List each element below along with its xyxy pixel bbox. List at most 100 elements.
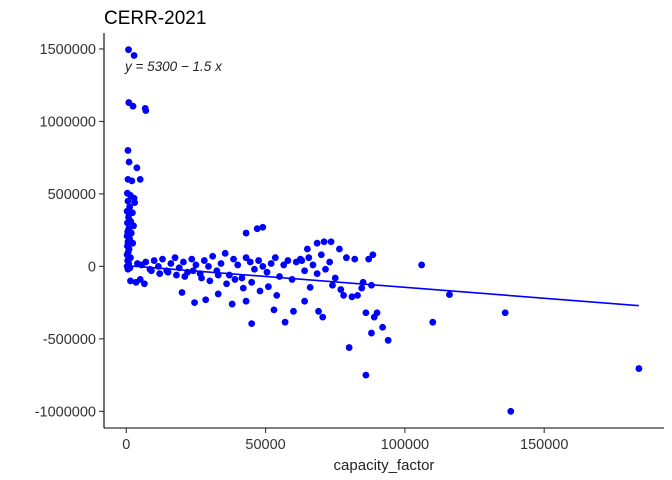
data-point bbox=[255, 257, 263, 264]
data-point bbox=[259, 262, 267, 270]
data-point bbox=[124, 147, 132, 154]
chart-title: CERR-2021 bbox=[104, 8, 206, 29]
data-point bbox=[239, 284, 247, 292]
data-point bbox=[159, 255, 166, 263]
data-point bbox=[280, 261, 288, 269]
data-point bbox=[188, 255, 196, 263]
data-point bbox=[127, 277, 134, 285]
x-tick-label: 50000 bbox=[245, 437, 285, 453]
data-point bbox=[358, 284, 366, 292]
data-point bbox=[129, 239, 137, 247]
data-point bbox=[342, 254, 350, 262]
data-point bbox=[327, 238, 335, 246]
data-point bbox=[125, 46, 132, 54]
data-point bbox=[281, 318, 289, 326]
data-point bbox=[124, 219, 131, 227]
data-point bbox=[340, 291, 347, 299]
data-point bbox=[136, 276, 144, 283]
data-point bbox=[133, 164, 141, 172]
data-point bbox=[202, 296, 210, 304]
data-point bbox=[147, 267, 155, 275]
data-point bbox=[251, 265, 258, 273]
data-point bbox=[228, 300, 236, 308]
data-point bbox=[301, 297, 308, 305]
y-tick-label: -500000 bbox=[43, 332, 96, 348]
data-point bbox=[180, 258, 187, 266]
data-point bbox=[306, 283, 314, 291]
data-point bbox=[276, 273, 283, 280]
data-point bbox=[123, 207, 131, 215]
data-point bbox=[171, 254, 179, 262]
data-point bbox=[317, 251, 325, 259]
data-point bbox=[130, 52, 138, 59]
data-point bbox=[267, 260, 275, 267]
data-point bbox=[303, 245, 311, 253]
data-point bbox=[429, 318, 437, 326]
data-point bbox=[129, 209, 136, 217]
data-point bbox=[263, 268, 271, 276]
data-point bbox=[206, 277, 214, 285]
data-point bbox=[379, 323, 387, 331]
data-point bbox=[362, 309, 370, 317]
data-point bbox=[242, 229, 250, 237]
data-point bbox=[248, 278, 256, 286]
data-point bbox=[253, 225, 261, 233]
y-tick-label: 0 bbox=[88, 259, 96, 275]
data-point bbox=[221, 249, 229, 257]
data-point bbox=[315, 307, 322, 315]
data-point bbox=[298, 257, 306, 264]
data-point bbox=[230, 255, 237, 263]
data-point bbox=[142, 258, 150, 266]
data-point bbox=[234, 261, 242, 269]
data-point bbox=[319, 313, 327, 321]
y-tick-label: 1500000 bbox=[40, 42, 96, 58]
y-tick-label: 500000 bbox=[48, 187, 96, 203]
data-point bbox=[200, 257, 208, 264]
data-point bbox=[256, 287, 264, 295]
data-point bbox=[124, 265, 132, 273]
data-point bbox=[238, 274, 246, 282]
data-point bbox=[373, 309, 381, 317]
data-point bbox=[181, 273, 189, 280]
data-point bbox=[150, 257, 158, 264]
regression-line bbox=[126, 264, 639, 307]
data-point bbox=[129, 102, 137, 110]
x-tick-label: 0 bbox=[122, 437, 130, 453]
x-tick-label: 150000 bbox=[520, 437, 568, 453]
data-point bbox=[164, 268, 172, 276]
data-point bbox=[167, 260, 175, 267]
data-point bbox=[178, 289, 186, 296]
data-point bbox=[331, 274, 339, 282]
plot-area bbox=[123, 46, 643, 415]
data-point bbox=[507, 407, 515, 415]
data-point bbox=[313, 270, 321, 278]
data-point bbox=[284, 257, 292, 264]
data-point bbox=[217, 260, 225, 267]
x-axis-label: capacity_factor bbox=[334, 457, 435, 474]
data-point bbox=[320, 238, 328, 246]
data-point bbox=[246, 258, 254, 266]
data-point bbox=[125, 158, 133, 166]
data-point bbox=[305, 254, 313, 262]
data-point bbox=[290, 307, 297, 315]
data-point bbox=[446, 291, 453, 299]
data-point bbox=[214, 290, 222, 298]
data-point bbox=[248, 320, 256, 328]
y-axis-ticks: -1000000 -500000 0 500000 1000000 1500000 bbox=[35, 42, 104, 420]
data-point bbox=[271, 254, 279, 262]
data-point bbox=[231, 276, 239, 283]
data-point bbox=[124, 197, 132, 205]
data-point bbox=[209, 252, 217, 260]
data-point bbox=[242, 254, 250, 262]
data-point bbox=[270, 306, 278, 314]
data-point bbox=[259, 223, 267, 231]
y-tick-label: 1000000 bbox=[40, 114, 96, 130]
data-point bbox=[313, 239, 321, 247]
data-point bbox=[264, 283, 272, 291]
data-point bbox=[418, 261, 426, 269]
data-point bbox=[198, 274, 205, 282]
data-point bbox=[131, 199, 139, 207]
data-point bbox=[345, 344, 353, 351]
data-point bbox=[336, 245, 343, 253]
